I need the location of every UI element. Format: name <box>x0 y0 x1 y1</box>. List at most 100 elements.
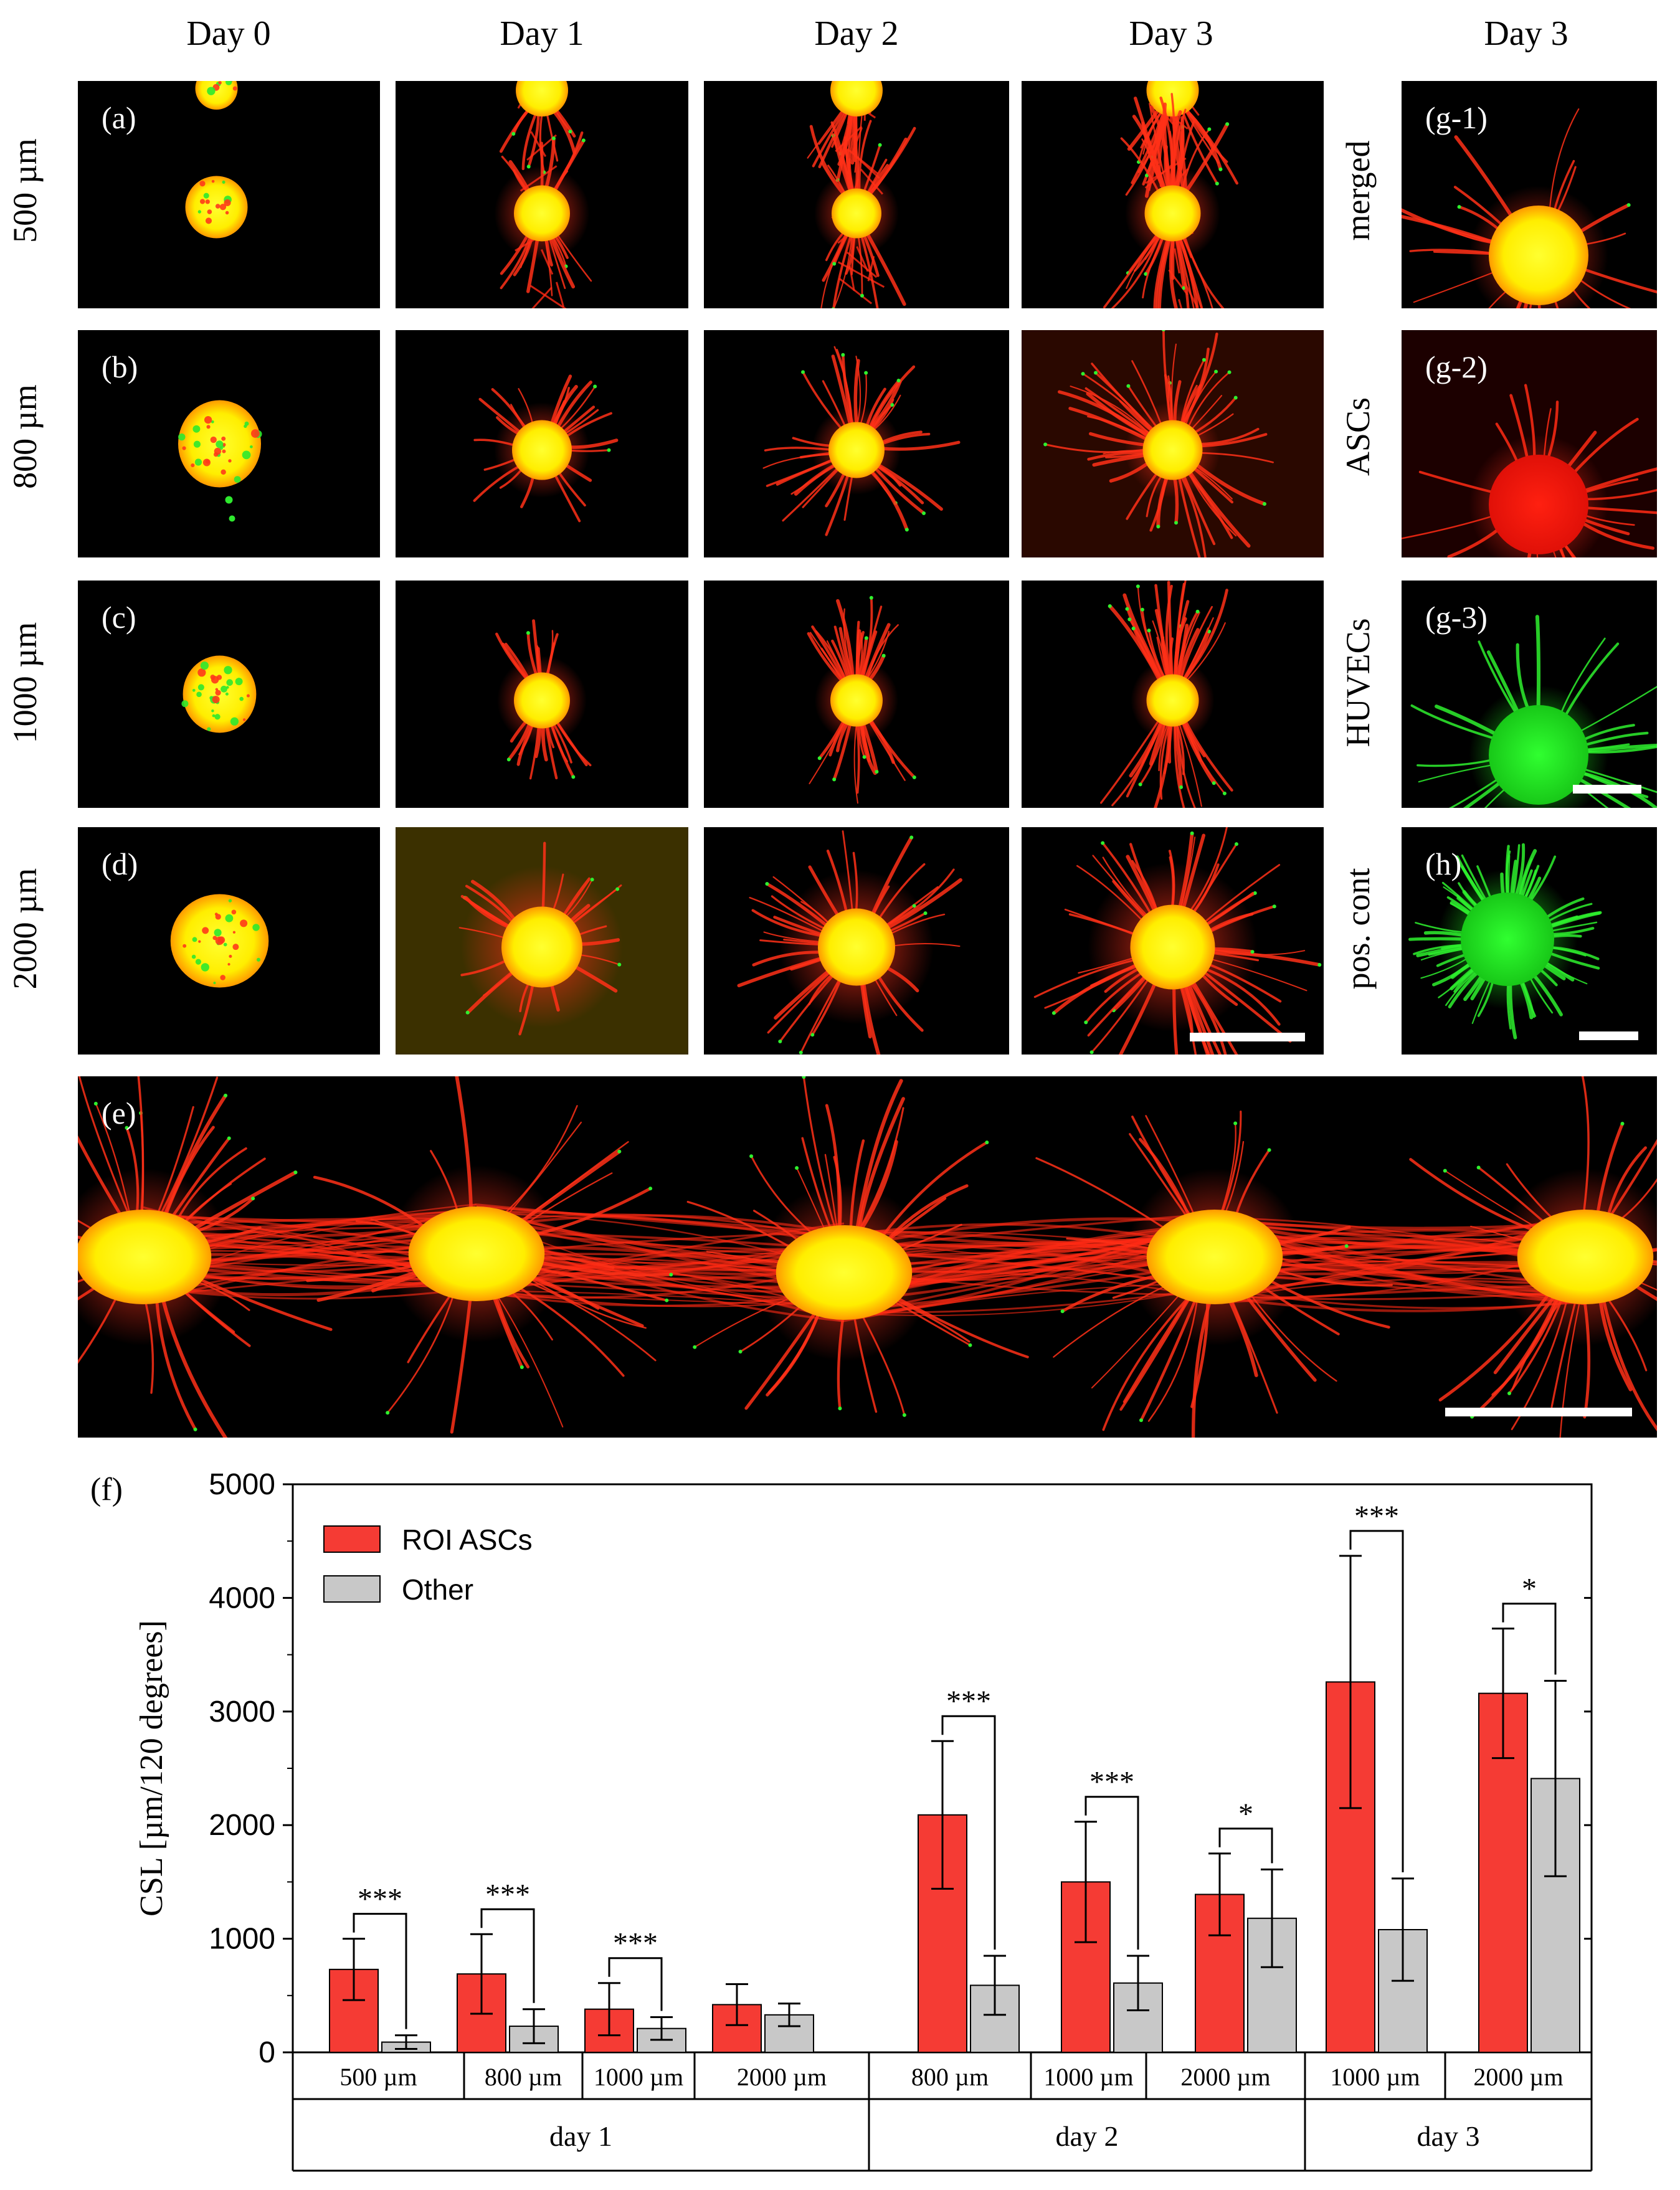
panel-b-day2 <box>704 330 1009 557</box>
panel-tag-g2: (g-2) <box>1425 349 1488 384</box>
panel-h-image <box>1408 843 1602 1040</box>
panel-c-day3-image <box>1100 581 1233 808</box>
error-bar-other <box>395 2034 417 2050</box>
panel-d-day2-image <box>737 830 962 1055</box>
significance-bracket <box>608 1957 663 2011</box>
panel-c-day1-image <box>495 619 592 780</box>
significance-bracket <box>1218 1827 1273 1864</box>
column-label-day3: Day 3 <box>1129 14 1213 53</box>
subgroup-label: 500 µm <box>339 2063 417 2091</box>
panel-a-day0-image <box>185 81 248 239</box>
subgroup-label: 1000 µm <box>1330 2063 1420 2091</box>
error-bar-other <box>523 2008 545 2044</box>
column-label-day1: Day 1 <box>500 14 584 53</box>
row-label-2000: 2000 µm <box>6 868 44 990</box>
y-tick-label: 5000 <box>209 1468 275 1501</box>
significance-bracket <box>1502 1603 1557 1675</box>
legend-swatch-roi <box>323 1525 381 1553</box>
scale-bar-e <box>1445 1408 1632 1416</box>
panel-tag-e: (e) <box>102 1096 136 1131</box>
panel-c-day0: (c) <box>78 581 380 808</box>
subgroup-label: 800 µm <box>911 2063 989 2091</box>
significance-bracket <box>1349 1530 1404 1872</box>
panel-d-day2 <box>704 827 1009 1055</box>
panel-b-day0: (b) <box>78 330 380 557</box>
scale-bar-grid <box>1190 1033 1305 1041</box>
side-label-huvecs: HUVECs <box>1339 618 1377 747</box>
panel-d-day0: (d) <box>78 827 380 1055</box>
significance-label: *** <box>946 1685 991 1718</box>
panel-b-day3 <box>1022 330 1324 557</box>
panel-a-day3-image <box>1103 81 1239 308</box>
panel-a-day0: (a) <box>78 81 380 308</box>
panel-tag-f: (f) <box>90 1472 123 1507</box>
group-label: day 1 <box>549 2120 612 2152</box>
panel-a-day2 <box>704 81 1009 308</box>
significance-label: *** <box>485 1878 530 1911</box>
panel-d-day1-image <box>458 841 623 1036</box>
panel-a-day1-image <box>494 81 592 308</box>
error-bar-roi <box>1492 1628 1514 1760</box>
significance-bracket <box>480 1908 535 2003</box>
legend-label-roi: ROI ASCs <box>402 1524 533 1556</box>
panel-a-day2-image <box>807 81 916 308</box>
significance-bracket <box>1084 1796 1139 1950</box>
panel-c-day0-image <box>181 655 257 733</box>
legend-swatch-other <box>323 1575 381 1603</box>
panel-g1-image-panel: (g-1) <box>1402 81 1657 308</box>
panel-d-day3 <box>1022 827 1324 1055</box>
panel-b-day1 <box>396 330 688 557</box>
panel-d-day1 <box>396 827 688 1055</box>
row-label-800: 800 µm <box>6 384 44 489</box>
panel-a-day1 <box>396 81 688 308</box>
error-bar-other <box>650 2016 673 2041</box>
error-bar-roi <box>1208 1852 1231 1936</box>
row-label-500: 500 µm <box>6 138 44 243</box>
side-label-ascs: ASCs <box>1339 397 1377 476</box>
side-label-pos-cont: pos. cont <box>1339 868 1377 990</box>
error-bar-roi <box>726 1983 748 2026</box>
significance-label: * <box>1522 1573 1537 1606</box>
subgroup-label: 2000 µm <box>1473 2063 1563 2091</box>
panel-tag-c: (c) <box>102 600 136 635</box>
column-label-day3-right: Day 3 <box>1484 14 1568 53</box>
panel-g3-image <box>1410 615 1657 808</box>
y-tick-label: 0 <box>259 2036 275 2069</box>
panel-h-image-panel: (h) <box>1402 827 1657 1055</box>
y-axis-label: CSL [µm/120 degrees] <box>134 1620 169 1917</box>
error-bar-other <box>1127 1955 1149 2012</box>
significance-label: *** <box>1089 1766 1134 1799</box>
subgroup-label: 2000 µm <box>1180 2063 1270 2091</box>
error-bar-other <box>1544 1680 1567 1877</box>
panel-d-day0-image <box>170 894 269 988</box>
error-bar-other <box>984 1955 1006 2016</box>
panel-a-day3 <box>1022 81 1324 308</box>
panel-g2-image <box>1402 384 1657 557</box>
subgroup-label: 2000 µm <box>737 2063 827 2091</box>
legend-label-other: Other <box>402 1573 473 1606</box>
subgroup-label: 1000 µm <box>1043 2063 1133 2091</box>
panel-e-micrograph: (e) <box>78 1076 1657 1438</box>
y-tick-label: 2000 <box>209 1809 275 1842</box>
significance-label: *** <box>613 1927 658 1960</box>
error-bar-other <box>1392 1877 1414 1982</box>
error-bar-other <box>778 2003 800 2027</box>
chart-legend: ROI ASCs Other <box>323 1524 533 1606</box>
panel-c-day1 <box>396 581 688 808</box>
panel-tag-g3: (g-3) <box>1425 600 1488 635</box>
significance-bracket <box>353 1913 407 2029</box>
panel-d-day3-image <box>1033 827 1322 1055</box>
error-bar-roi <box>343 1938 365 2001</box>
column-label-day0: Day 0 <box>186 14 271 53</box>
error-bar-roi <box>1339 1555 1362 1809</box>
column-label-day2: Day 2 <box>814 14 899 53</box>
subgroup-label: 800 µm <box>485 2063 562 2091</box>
panel-tag-b: (b) <box>102 349 138 384</box>
error-bar-roi <box>470 1933 493 2015</box>
scale-bar-g3 <box>1573 785 1641 794</box>
significance-bracket <box>941 1715 996 1950</box>
row-label-1000: 1000 µm <box>6 622 44 744</box>
error-bar-other <box>1261 1868 1283 1968</box>
significance-label: *** <box>1354 1500 1399 1533</box>
significance-label: * <box>1238 1798 1253 1831</box>
